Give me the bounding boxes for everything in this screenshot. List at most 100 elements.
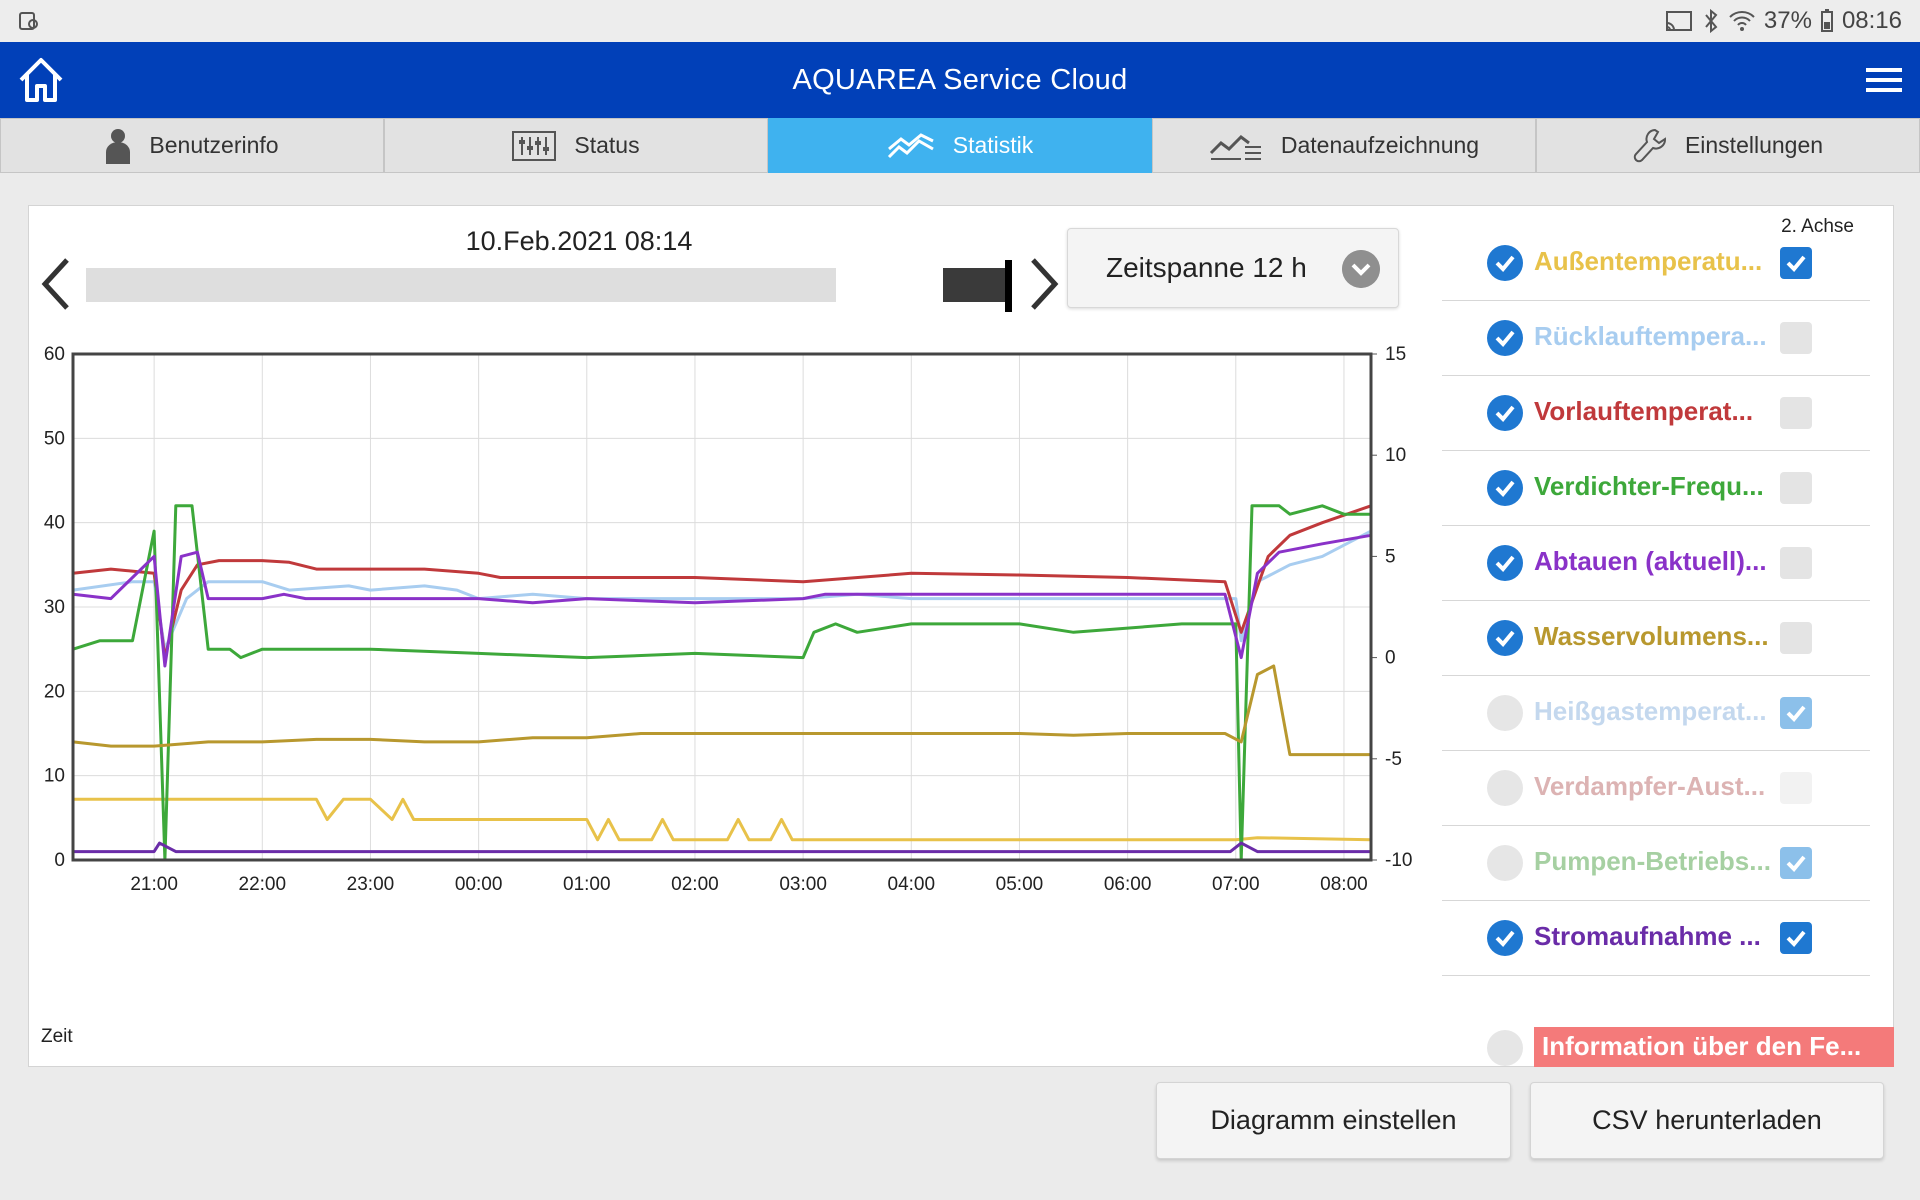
tab-benutzerinfo[interactable]: Benutzerinfo	[0, 118, 384, 173]
wifi-icon	[1729, 11, 1755, 31]
plot-frame	[71, 352, 1373, 862]
checked-circle-icon[interactable]	[1487, 395, 1523, 431]
checked-circle-icon[interactable]	[1487, 470, 1523, 506]
statistics-line-chart: 21:00 22:00 23:00 00:00 01:00 02:00 03:00 04:00…	[44, 344, 1413, 895]
x-tick-label: 01:00	[563, 874, 611, 895]
statistics-panel: 10.Feb.2021 08:14 Zeitspanne 12 h 21:00 2…	[28, 205, 1894, 1067]
checked-circle-icon[interactable]	[1487, 620, 1523, 656]
diagramm-einstellen-button[interactable]: Diagramm einstellen	[1156, 1082, 1511, 1159]
x-tick-label: 23:00	[347, 874, 395, 895]
zeitspanne-dropdown[interactable]: Zeitspanne 12 h	[1067, 228, 1399, 308]
y2-tick-label: 0	[1385, 648, 1396, 669]
chevron-right-icon[interactable]	[1023, 254, 1063, 314]
y2-tick-label: -5	[1385, 749, 1402, 770]
tab-status[interactable]: Status	[384, 118, 768, 173]
timeline-slider-track[interactable]	[86, 268, 836, 302]
chart-line-icon	[887, 132, 934, 158]
timeline-slider-thumb[interactable]	[943, 268, 1007, 302]
legend-item[interactable]: Vorlauftemperat...	[1442, 376, 1870, 451]
x-tick-label: 03:00	[779, 874, 827, 895]
legend-item[interactable]: Verdichter-Frequ...	[1442, 451, 1870, 526]
unchecked-circle-icon[interactable]	[1487, 1030, 1523, 1066]
axis2-checkbox-unchecked-icon[interactable]	[1780, 322, 1812, 354]
legend-item[interactable]: Abtauen (aktuell)...	[1442, 526, 1870, 601]
series-line	[72, 529, 1372, 651]
axis2-checkbox-unchecked-icon[interactable]	[1780, 547, 1812, 579]
hamburger-menu-icon[interactable]	[1864, 60, 1904, 100]
y-tick-label: 60	[44, 344, 65, 365]
legend-label: Heißgastemperat...	[1534, 696, 1767, 726]
axis2-checkbox-checked-icon[interactable]	[1780, 922, 1812, 954]
y-tick-label: 40	[44, 513, 65, 534]
y-tick-label: 50	[44, 428, 65, 449]
chevron-left-icon[interactable]	[37, 254, 77, 314]
legend-label: Verdichter-Frequ...	[1534, 471, 1764, 501]
series-line	[72, 504, 1372, 660]
csv-herunterladen-button[interactable]: CSV herunterladen	[1530, 1082, 1884, 1159]
cast-icon	[1665, 11, 1692, 31]
legend-item[interactable]: Stromaufnahme ...	[1442, 901, 1870, 976]
tab-einstellungen[interactable]: Einstellungen	[1536, 118, 1920, 173]
info-label: Information über den Fe...	[1534, 1027, 1894, 1067]
legend-label: Vorlauftemperat...	[1534, 396, 1754, 426]
tab-label: Benutzerinfo	[149, 132, 279, 158]
x-tick-label: 07:00	[1212, 874, 1260, 895]
series-line	[73, 797, 1372, 842]
legend-item[interactable]: Rücklauftempera...	[1442, 301, 1870, 376]
axis2-checkbox-unchecked-icon[interactable]	[1780, 622, 1812, 654]
legend-label: Stromaufnahme ...	[1534, 921, 1761, 951]
battery-icon	[1820, 9, 1833, 32]
axis2-checkbox-checked-icon[interactable]	[1780, 697, 1812, 729]
legend-item-info[interactable]: Information über den Fe...	[1442, 1011, 1894, 1086]
legend-label: Abtauen (aktuell)...	[1534, 546, 1767, 576]
axis2-checkbox-checked-icon[interactable]	[1780, 247, 1812, 279]
chevron-down-icon	[1342, 250, 1380, 288]
y-tick-label: 0	[54, 850, 65, 871]
home-icon[interactable]	[16, 54, 66, 106]
legend-label: Außentemperatu...	[1534, 246, 1763, 276]
checked-circle-icon[interactable]	[1487, 920, 1523, 956]
unchecked-circle-icon[interactable]	[1487, 845, 1523, 881]
y2-tick-label: -10	[1385, 850, 1412, 871]
x-axis-title: Zeit	[41, 1026, 73, 1047]
tab-label: Status	[574, 132, 640, 158]
sliders-icon	[512, 130, 557, 161]
unchecked-circle-icon[interactable]	[1487, 695, 1523, 731]
zeitspanne-label: Zeitspanne 12 h	[1106, 252, 1307, 283]
app-title: AQUAREA Service Cloud	[792, 63, 1128, 96]
y2-tick-label: 10	[1385, 445, 1406, 466]
data-record-icon	[1209, 134, 1261, 160]
axis2-checkbox-unchecked-icon[interactable]	[1780, 472, 1812, 504]
x-tick-label: 04:00	[888, 874, 936, 895]
legend-item[interactable]: Verdampfer-Aust...	[1442, 751, 1870, 826]
timeline-slider-handle[interactable]	[1005, 260, 1012, 312]
x-tick-label: 21:00	[130, 874, 178, 895]
legend-item[interactable]: Pumpen-Betriebs...	[1442, 826, 1870, 901]
legend-label: Wasservolumens...	[1534, 621, 1769, 651]
legend-label: Verdampfer-Aust...	[1534, 771, 1766, 801]
checked-circle-icon[interactable]	[1487, 320, 1523, 356]
y2-tick-label: 15	[1385, 344, 1406, 365]
tab-statistik[interactable]: Statistik	[768, 118, 1152, 173]
x-tick-label: 06:00	[1104, 874, 1152, 895]
x-tick-label: 08:00	[1320, 874, 1368, 895]
tab-label: Einstellungen	[1684, 132, 1824, 158]
tab-label: Datenaufzeichnung	[1280, 132, 1480, 158]
checked-circle-icon[interactable]	[1487, 245, 1523, 281]
axis2-checkbox-unchecked-icon[interactable]	[1780, 397, 1812, 429]
clock: 08:16	[1841, 7, 1902, 34]
axis2-checkbox-checked-icon[interactable]	[1780, 847, 1812, 879]
axis2-checkbox-unchecked-icon[interactable]	[1780, 772, 1812, 804]
legend-item[interactable]: Wasservolumens...	[1442, 601, 1870, 676]
system-status-bar: 37% 08:16	[0, 0, 1920, 42]
y-tick-label: 10	[44, 766, 65, 787]
checked-circle-icon[interactable]	[1487, 545, 1523, 581]
series-legend: 2. Achse Außentemperatu... Rücklauftemper…	[1442, 206, 1894, 1067]
y-tick-label: 20	[44, 681, 65, 702]
legend-item[interactable]: Heißgastemperat...	[1442, 676, 1870, 751]
legend-item[interactable]: Außentemperatu...	[1442, 226, 1870, 301]
tab-datenaufzeichnung[interactable]: Datenaufzeichnung	[1152, 118, 1536, 173]
second-axis-header: 2. Achse	[1781, 216, 1854, 237]
unchecked-circle-icon[interactable]	[1487, 770, 1523, 806]
x-tick-label: 02:00	[671, 874, 719, 895]
